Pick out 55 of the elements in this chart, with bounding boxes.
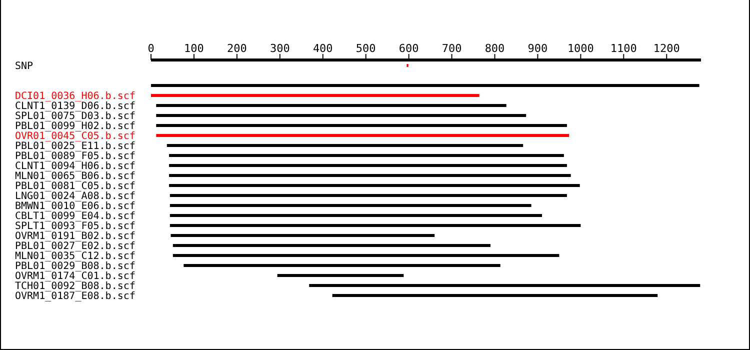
x-tick-label: 700	[442, 42, 462, 55]
y-tick-label: SPLT1_0093_F05.b.scf	[15, 221, 136, 232]
y-tick-label: PBL01_0099_H02.b.scf	[15, 121, 136, 132]
bar	[172, 244, 490, 247]
bar	[332, 294, 658, 297]
bar	[156, 124, 567, 127]
text: SNP	[15, 61, 34, 72]
bar	[170, 194, 567, 197]
bar	[170, 234, 435, 237]
y-tick-label: PBL01_0081_C05.b.scf	[15, 181, 136, 192]
bar	[166, 144, 524, 147]
bar	[156, 104, 506, 107]
bar	[169, 154, 564, 157]
bar	[172, 254, 560, 257]
y-tick-label: CBLT1_0099_E04.b.scf	[15, 211, 136, 222]
x-tick-label: 200	[227, 42, 247, 55]
x-tick-label: 500	[356, 42, 376, 55]
y-tick-label: OVRM1_0174_C01.b.scf	[15, 271, 136, 282]
x-tick-label: 300	[270, 42, 290, 55]
x-tick-label: 400	[312, 42, 333, 55]
y-tick-label: MLN01_0035_C12.b.scf	[15, 251, 136, 262]
bar	[170, 204, 532, 207]
y-tick-label: TCH01_0092_B08.b.scf	[15, 281, 136, 292]
y-tick-label: LNG01_0024_A08.b.scf	[15, 191, 136, 202]
y-tick-label: SPL01_0075_D03.b.scf	[15, 111, 136, 122]
bar	[170, 224, 581, 227]
x-tick-label: 0	[148, 42, 154, 55]
x-tick-label: 600	[398, 42, 419, 55]
y-tick-label: DCI01_0036_H06.b.scf	[15, 91, 136, 102]
x-tick-label: 1000	[567, 42, 594, 55]
bar	[169, 164, 567, 167]
x-tick-label: 800	[484, 42, 505, 55]
bar	[170, 214, 542, 217]
x-tick-label: 900	[528, 42, 548, 55]
bar	[309, 284, 700, 287]
y-tick-label: CLNT1_0139_D06.b.scf	[15, 101, 136, 112]
y-tick-label: BMWN1_0010_E06.b.scf	[15, 201, 136, 212]
bar	[169, 184, 580, 187]
y-tick-label: OVR01_0045_C05.b.scf	[15, 131, 136, 142]
y-tick-label: PBL01_0029_B08.b.scf	[15, 261, 136, 272]
y-tick-label: OVRM1_0187_E08.b.scf	[15, 291, 136, 302]
y-tick-label: MLN01_0065_B06.b.scf	[15, 171, 136, 182]
y-tick-label: PBL01_0027_E02.b.scf	[15, 241, 136, 252]
y-tick-label: OVRM1_0191_B02.b.scf	[15, 231, 136, 242]
bar	[156, 114, 526, 117]
y-tick-label: PBL01_0025_E11.b.scf	[15, 141, 136, 152]
x-tick-label: 1200	[653, 42, 680, 55]
bar	[184, 264, 500, 267]
bar	[277, 274, 404, 277]
bar	[169, 174, 571, 177]
y-tick-label: CLNT1_0094_H06.b.scf	[15, 161, 136, 172]
x-tick-label: 100	[184, 42, 204, 55]
x-tick-label: 1100	[610, 42, 637, 55]
y-tick-label: PBL01_0089_F05.b.scf	[15, 151, 136, 162]
bar	[151, 84, 700, 87]
